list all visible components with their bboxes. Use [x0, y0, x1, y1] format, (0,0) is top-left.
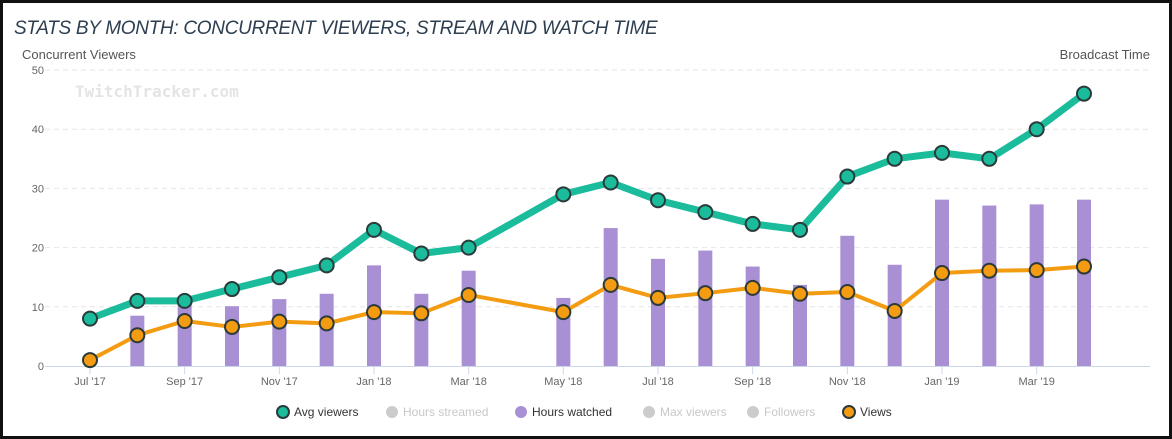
point-avg-viewers: [366, 221, 382, 238]
bar-hours-watched: [1029, 204, 1044, 366]
y-tick-label: 30: [32, 183, 44, 195]
point-avg-viewers: [744, 215, 761, 232]
point-avg-viewers: [981, 150, 998, 167]
legend-item-views[interactable]: Views: [860, 405, 892, 419]
x-tick-label: Sep '17: [166, 376, 203, 388]
legend-item-hours-streamed[interactable]: Hours streamed: [403, 405, 488, 419]
watermark: TwitchTracker.com: [75, 82, 239, 101]
legend-item-avg-viewers[interactable]: Avg viewers: [294, 405, 358, 419]
legend-marker-avg-viewers[interactable]: [276, 405, 290, 419]
point-avg-viewers: [839, 168, 856, 185]
y-tick-label: 20: [32, 243, 44, 255]
x-tick-label: Sep '18: [734, 376, 771, 388]
point-avg-viewers: [792, 221, 808, 238]
point-views: [1028, 262, 1045, 279]
point-views: [413, 305, 430, 322]
point-views: [792, 285, 808, 302]
bar-hours-watched: [651, 258, 665, 366]
point-avg-viewers: [413, 245, 430, 262]
point-views: [744, 279, 761, 296]
bar-hours-watched: [603, 228, 618, 366]
point-avg-viewers: [555, 186, 572, 203]
point-views: [839, 284, 856, 300]
point-views: [224, 318, 240, 335]
x-tick-label: Nov '17: [261, 376, 298, 388]
point-views: [602, 276, 619, 293]
x-tick-label: Jul '17: [74, 376, 105, 388]
bar-hours-watched: [840, 235, 855, 366]
bar-hours-watched: [461, 270, 476, 366]
point-avg-viewers: [129, 292, 146, 309]
x-tick-label: Jan '18: [356, 376, 391, 388]
point-views: [697, 285, 714, 302]
x-tick-label: Mar '18: [450, 376, 486, 388]
legend-item-followers[interactable]: Followers: [764, 405, 815, 419]
x-tick-label: Nov '18: [829, 376, 866, 388]
point-avg-viewers: [224, 281, 240, 298]
point-avg-viewers: [886, 150, 903, 167]
chart-title: STATS BY MONTH: CONCURRENT VIEWERS, STRE…: [14, 18, 658, 39]
bar-hours-watched: [225, 306, 239, 366]
point-views: [555, 304, 572, 321]
bar-hours-watched: [414, 293, 429, 366]
y2-axis-label: Broadcast Time: [1059, 47, 1150, 62]
bar-hours-watched: [272, 299, 287, 366]
legend-marker-max-viewers[interactable]: [643, 406, 655, 418]
line-views: [89, 264, 1085, 362]
y-tick-label: 10: [32, 302, 44, 314]
x-tick-label: Jan '19: [924, 376, 959, 388]
point-views: [886, 302, 903, 319]
legend-marker-hours-streamed[interactable]: [386, 406, 398, 418]
bar-hours-watched: [177, 302, 192, 366]
legend-item-max-viewers[interactable]: Max viewers: [660, 405, 727, 419]
y-axis-label: Concurrent Viewers: [22, 47, 136, 62]
point-views: [460, 286, 477, 303]
bar-hours-watched: [793, 284, 807, 366]
point-avg-viewers: [460, 239, 477, 256]
x-tick-label: Mar '19: [1018, 376, 1054, 388]
point-avg-viewers: [650, 192, 666, 209]
point-avg-viewers: [82, 310, 98, 327]
point-views: [82, 352, 98, 369]
point-avg-viewers: [697, 204, 714, 221]
point-views: [176, 313, 193, 330]
point-views: [981, 262, 998, 279]
point-views: [271, 313, 288, 330]
legend-marker-followers[interactable]: [747, 406, 759, 418]
y-tick-label: 50: [32, 65, 44, 77]
point-views: [650, 289, 666, 306]
x-tick-label: May '18: [544, 376, 582, 388]
point-avg-viewers: [318, 257, 335, 274]
bar-hours-watched: [1077, 199, 1091, 366]
bar-hours-watched: [982, 205, 997, 366]
point-avg-viewers: [176, 292, 193, 309]
point-views: [1076, 258, 1092, 275]
bar-hours-watched: [698, 250, 713, 366]
point-avg-viewers: [1028, 121, 1045, 138]
legend-marker-views[interactable]: [842, 405, 856, 419]
y-tick-label: 40: [32, 124, 44, 136]
point-avg-viewers: [602, 174, 619, 191]
point-avg-viewers: [934, 144, 950, 161]
bar-hours-watched: [935, 199, 949, 366]
point-avg-viewers: [1076, 85, 1092, 102]
point-views: [366, 304, 382, 321]
legend-item-hours-watched[interactable]: Hours watched: [532, 405, 612, 419]
point-views: [318, 315, 335, 332]
line-avg-viewers: [88, 90, 1087, 322]
y-tick-label: 0: [38, 361, 44, 373]
x-tick-label: Jul '18: [642, 376, 673, 388]
point-views: [129, 327, 146, 344]
point-views: [934, 265, 950, 282]
legend-marker-hours-watched[interactable]: [515, 406, 527, 418]
point-avg-viewers: [271, 269, 288, 286]
